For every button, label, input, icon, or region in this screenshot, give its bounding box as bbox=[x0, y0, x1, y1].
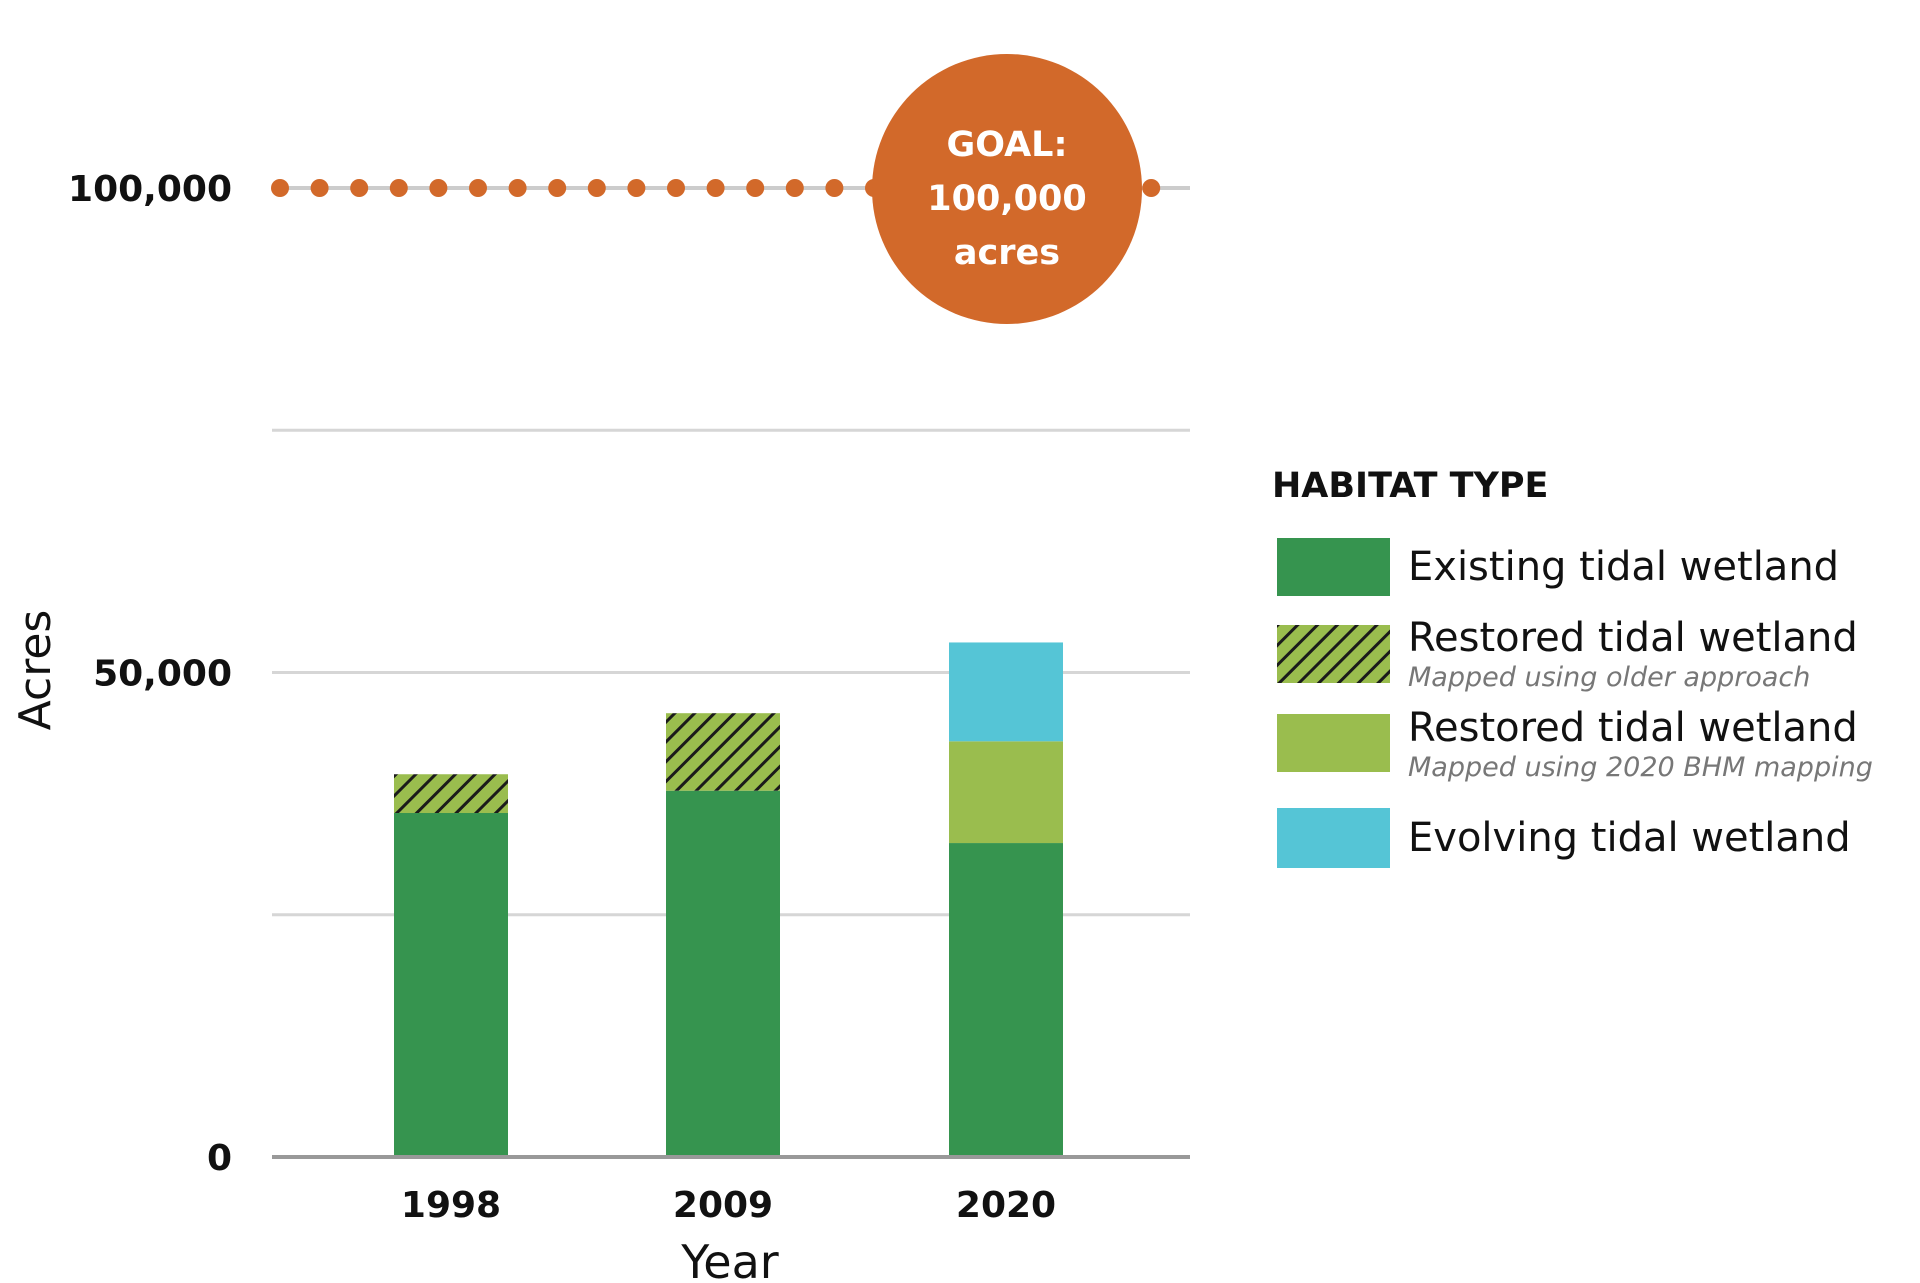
bars bbox=[394, 642, 1063, 1157]
legend-swatch-existing bbox=[1277, 538, 1390, 596]
x-axis-title: Year bbox=[680, 1235, 778, 1283]
goal-dot-5 bbox=[469, 179, 487, 197]
goal-label-line3: acres bbox=[954, 233, 1060, 273]
y-axis-title: Acres bbox=[10, 610, 61, 731]
goal-dot-14 bbox=[825, 179, 844, 197]
x-tick-label-2020: 2020 bbox=[956, 1185, 1056, 1226]
legend-label-restored-older: Restored tidal wetland bbox=[1408, 615, 1858, 661]
goal-circle bbox=[872, 54, 1142, 324]
goal-badge: GOAL: 100,000 acres bbox=[872, 54, 1142, 324]
goal-dot-0 bbox=[271, 179, 289, 197]
goal-dot-12 bbox=[746, 179, 765, 197]
goal-dot-9 bbox=[627, 179, 646, 197]
legend: HABITAT TYPE Existing tidal wetland Rest… bbox=[1272, 466, 1873, 868]
bar-1998-series-1 bbox=[394, 774, 508, 814]
legend-note-restored-2020: Mapped using 2020 BHM mapping bbox=[1408, 752, 1873, 783]
goal-dot-6 bbox=[508, 179, 527, 197]
y-tick-label-1: 50,000 bbox=[93, 654, 232, 695]
goal-dot-8 bbox=[587, 179, 606, 197]
legend-swatch-evolving bbox=[1277, 808, 1390, 868]
goal-label-line1: GOAL: bbox=[947, 125, 1068, 165]
goal-dot-11 bbox=[706, 179, 725, 197]
legend-label-existing: Existing tidal wetland bbox=[1408, 544, 1839, 590]
legend-label-restored-2020: Restored tidal wetland bbox=[1408, 705, 1858, 751]
y-tick-labels: 0 50,000 100,000 bbox=[68, 169, 232, 1179]
legend-swatch-restored-2020 bbox=[1277, 714, 1390, 772]
bar-1998-series-0 bbox=[394, 813, 508, 1157]
bar-2020-series-2 bbox=[949, 741, 1063, 844]
bar-2020-series-3 bbox=[949, 642, 1063, 742]
x-tick-label-1998: 1998 bbox=[401, 1185, 501, 1226]
goal-dot-1 bbox=[310, 179, 329, 197]
goal-label-line2: 100,000 bbox=[927, 179, 1086, 219]
bar-2009-series-0 bbox=[666, 790, 780, 1157]
y-tick-label-0: 0 bbox=[207, 1138, 232, 1179]
bar-2020-series-0 bbox=[949, 843, 1063, 1157]
legend-swatch-restored-older bbox=[1277, 625, 1390, 683]
goal-dot-4 bbox=[429, 179, 448, 197]
goal-dot-7 bbox=[548, 179, 567, 197]
goal-dot-10 bbox=[667, 179, 685, 197]
goal-dot-2 bbox=[350, 179, 369, 197]
legend-label-evolving: Evolving tidal wetland bbox=[1408, 815, 1851, 861]
legend-title: HABITAT TYPE bbox=[1272, 466, 1548, 506]
x-tick-labels: 1998 2009 2020 bbox=[401, 1185, 1056, 1226]
bar-2009-series-1 bbox=[666, 713, 780, 791]
goal-dot-13 bbox=[785, 179, 804, 197]
y-tick-label-2: 100,000 bbox=[68, 169, 232, 210]
x-tick-label-2009: 2009 bbox=[673, 1185, 773, 1226]
goal-dot-3 bbox=[389, 179, 408, 197]
legend-note-restored-older: Mapped using older approach bbox=[1408, 662, 1810, 693]
goal-dot-22 bbox=[1142, 179, 1161, 197]
